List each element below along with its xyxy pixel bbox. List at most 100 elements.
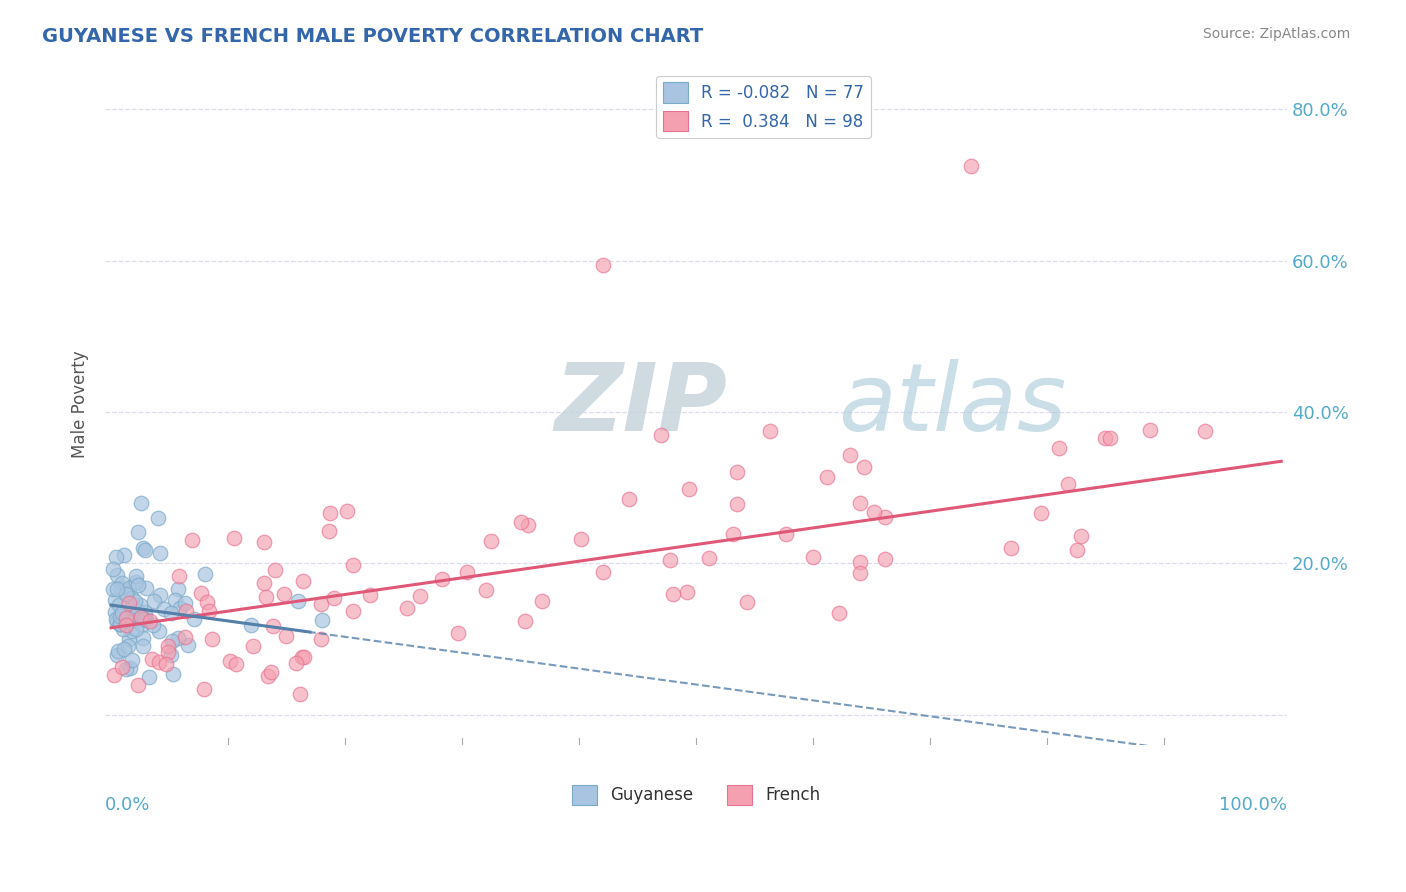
Point [103,582,125,596]
Point [1194,424,1216,438]
Point [775,526,797,541]
Point [815,470,838,484]
Point [309,632,332,647]
Point [569,532,592,546]
Point [848,555,870,569]
Point [129,609,152,624]
Point [725,497,748,511]
Point [103,668,125,682]
Point [129,496,152,510]
Point [108,617,131,632]
Point [254,590,277,604]
Point [148,655,170,669]
Point [516,517,538,532]
Point [155,657,177,672]
Point [149,546,172,560]
Point [117,609,139,624]
Point [148,624,170,638]
Point [263,563,285,577]
Point [141,652,163,666]
Point [530,593,553,607]
Point [342,604,364,618]
Point [659,552,682,566]
Text: ZIP: ZIP [554,359,727,450]
Point [127,678,149,692]
Point [1066,543,1088,558]
Point [132,639,155,653]
Point [222,532,245,546]
Point [409,589,432,603]
Point [134,609,156,624]
Point [319,507,342,521]
Point [274,629,297,643]
Point [1070,529,1092,543]
Point [132,632,155,646]
Point [134,612,156,626]
Point [1029,506,1052,520]
Point [1047,441,1070,455]
Point [242,640,264,654]
Point [111,659,134,673]
Point [156,640,179,654]
Point [875,509,897,524]
Point [169,601,191,615]
Point [124,568,146,582]
Point [225,657,247,672]
Point [139,614,162,628]
Point [132,541,155,556]
Point [105,568,128,582]
Point [260,665,283,679]
Point [105,648,128,662]
Point [115,611,138,625]
Point [456,565,478,579]
Point [173,596,195,610]
Point [105,615,128,629]
Point [839,448,862,462]
Point [253,576,276,591]
Point [118,581,141,595]
Point [118,661,141,675]
Point [240,617,263,632]
Point [160,648,183,663]
Point [194,566,217,581]
Point [1099,431,1122,445]
Point [292,574,315,588]
Point [849,566,872,581]
Point [114,612,136,626]
Point [873,551,896,566]
Point [134,543,156,558]
Point [124,594,146,608]
Point [828,606,851,620]
Point [336,504,359,518]
Point [177,638,200,652]
Legend: Guyanese, French: Guyanese, French [565,778,827,812]
Text: GUYANESE VS FRENCH MALE POVERTY CORRELATION CHART: GUYANESE VS FRENCH MALE POVERTY CORRELAT… [42,27,703,45]
Point [112,548,135,562]
Point [1000,541,1022,556]
Point [173,630,195,644]
Point [273,587,295,601]
Point [142,618,165,632]
Point [125,603,148,617]
Point [142,593,165,607]
Point [110,608,132,623]
Point [342,558,364,572]
Point [193,682,215,697]
Point [725,465,748,479]
Point [117,588,139,602]
Point [121,624,143,638]
Point [167,582,190,596]
Text: Source: ZipAtlas.com: Source: ZipAtlas.com [1202,27,1350,41]
Point [475,582,498,597]
Point [849,496,872,510]
Point [292,650,315,665]
Point [121,653,143,667]
Point [117,639,139,653]
Text: 0.0%: 0.0% [105,797,150,814]
Point [148,511,170,525]
Point [108,599,131,613]
Point [318,524,340,538]
Point [662,587,685,601]
Point [291,649,314,664]
Point [219,654,242,668]
